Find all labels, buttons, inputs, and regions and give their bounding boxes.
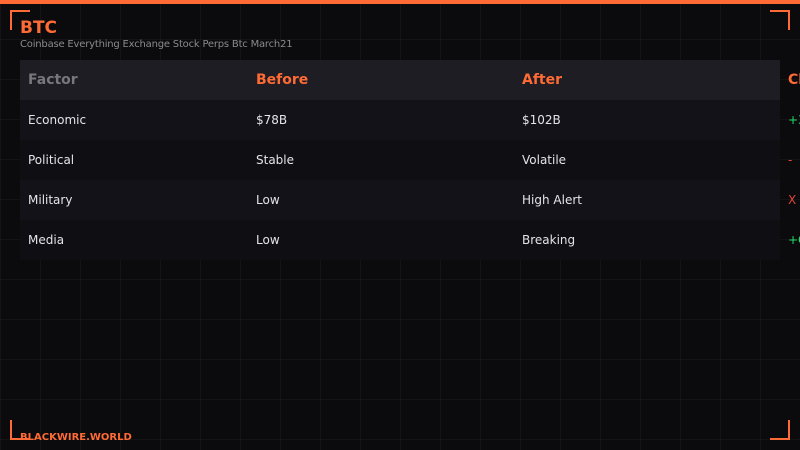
- column-header-factor: Factor: [28, 72, 78, 88]
- table-row: Media Low Breaking +C: [20, 220, 800, 260]
- cell-factor: Media: [28, 233, 65, 247]
- column-header-before: Before: [256, 72, 309, 88]
- corner-bracket-top-right: [770, 10, 790, 30]
- footer-brand: BLACKWIRE.WORLD: [20, 432, 132, 443]
- cell-change: +3: [788, 113, 800, 127]
- cell-before: Stable: [256, 153, 295, 167]
- corner-bracket-bottom-left: [10, 420, 30, 440]
- column-header-change: Cl: [788, 72, 800, 88]
- column-header-after: After: [522, 72, 563, 88]
- cell-after: Breaking: [522, 233, 576, 247]
- table-row: Economic $78B $102B +3: [20, 100, 800, 140]
- cell-after: Volatile: [522, 153, 567, 167]
- cell-change: -: [788, 153, 793, 167]
- corner-bracket-bottom-right: [770, 420, 790, 440]
- table-row: Military Low High Alert X: [20, 180, 796, 220]
- cell-after: $102B: [522, 113, 561, 127]
- cell-factor: Economic: [28, 113, 87, 127]
- table-header: Factor Before After Cl: [20, 60, 800, 100]
- factor-table: Factor Before After Cl Economic $78B $10…: [20, 60, 800, 260]
- cell-change: X: [788, 193, 797, 207]
- cell-after: High Alert: [522, 193, 582, 207]
- cell-before: Low: [256, 193, 280, 207]
- table-row: Political Stable Volatile -: [20, 140, 792, 180]
- corner-bracket-top-left: [10, 10, 30, 30]
- cell-before: Low: [256, 233, 280, 247]
- top-accent-bar: [0, 0, 800, 4]
- page-title: BTC: [20, 18, 58, 38]
- page-subtitle: Coinbase Everything Exchange Stock Perps…: [20, 39, 293, 50]
- cell-factor: Military: [28, 193, 73, 207]
- cell-factor: Political: [28, 153, 75, 167]
- cell-change: +C: [788, 233, 800, 247]
- cell-before: $78B: [256, 113, 288, 127]
